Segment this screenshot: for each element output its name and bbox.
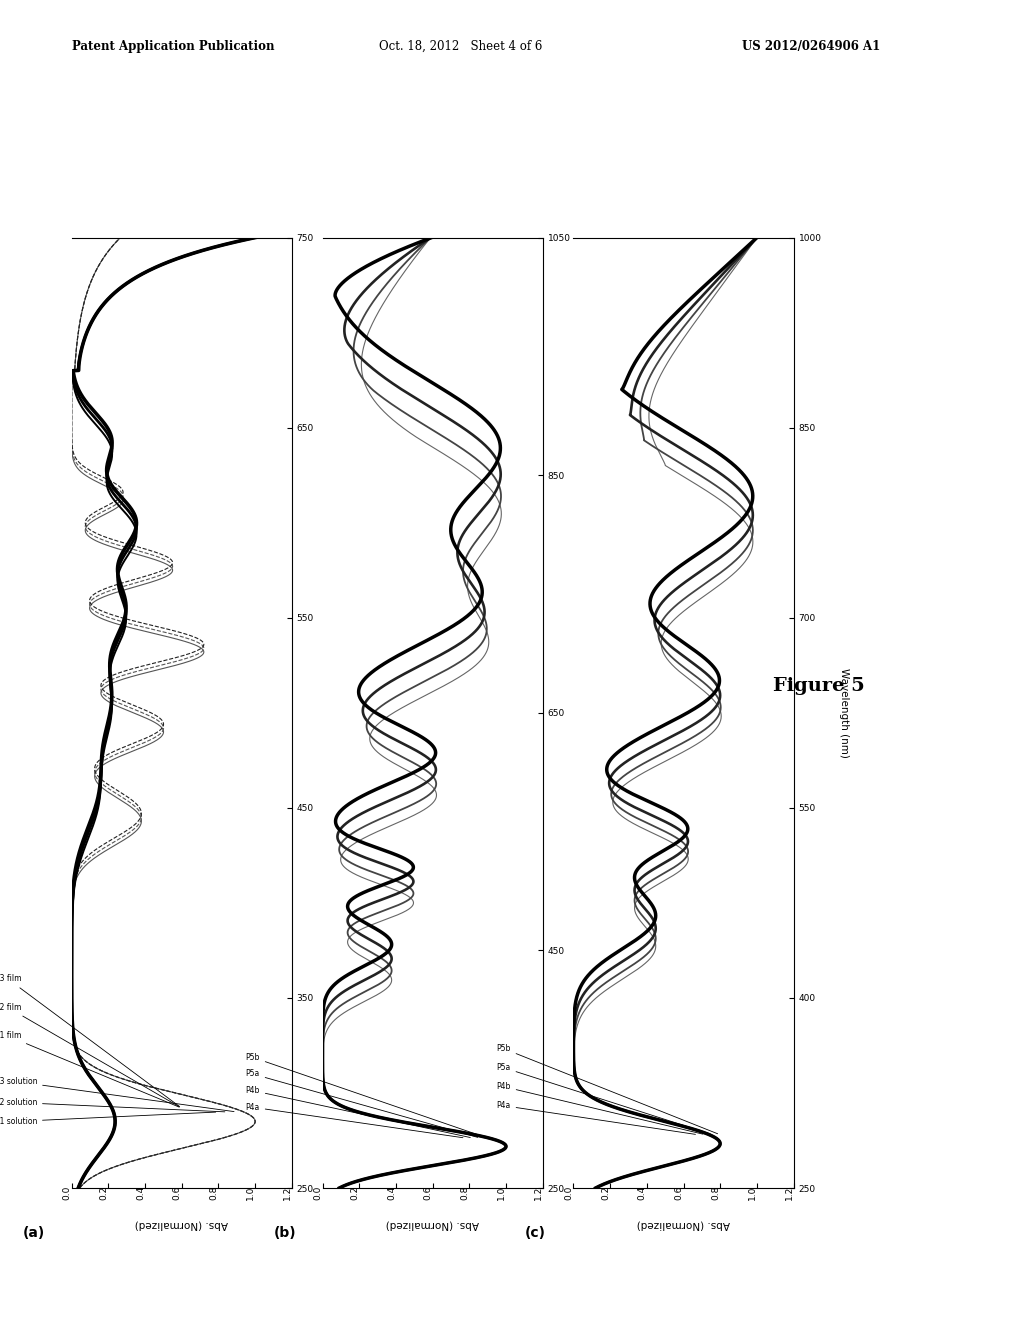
Text: P5a: P5a (497, 1063, 711, 1134)
Text: P5b: P5b (497, 1044, 718, 1134)
Text: (b): (b) (274, 1226, 297, 1239)
Text: P2 film: P2 film (0, 1003, 179, 1106)
Text: Figure 5: Figure 5 (773, 677, 865, 696)
Y-axis label: Wavelength (nm): Wavelength (nm) (332, 668, 342, 758)
Text: P3 film: P3 film (0, 974, 179, 1106)
Text: P5b: P5b (246, 1053, 485, 1138)
Text: P4b: P4b (497, 1082, 702, 1134)
Text: US 2012/0264906 A1: US 2012/0264906 A1 (742, 40, 881, 53)
Text: Patent Application Publication: Patent Application Publication (72, 40, 274, 53)
Text: Oct. 18, 2012   Sheet 4 of 6: Oct. 18, 2012 Sheet 4 of 6 (379, 40, 543, 53)
Text: P1 film: P1 film (0, 1031, 179, 1107)
Text: P5a: P5a (246, 1069, 477, 1138)
X-axis label: Abs. (Normalized): Abs. (Normalized) (637, 1220, 730, 1229)
Y-axis label: Wavelength (nm): Wavelength (nm) (589, 668, 598, 758)
Text: P2 solution: P2 solution (0, 1098, 225, 1111)
Text: P1 solution: P1 solution (0, 1111, 216, 1126)
Y-axis label: Wavelength (nm): Wavelength (nm) (840, 668, 849, 758)
Text: P4b: P4b (246, 1086, 470, 1138)
Text: (a): (a) (24, 1226, 45, 1239)
X-axis label: Abs. (Normalized): Abs. (Normalized) (386, 1220, 479, 1229)
X-axis label: Abs. (Normalized): Abs. (Normalized) (135, 1220, 228, 1229)
Text: (c): (c) (525, 1226, 546, 1239)
Text: P4a: P4a (497, 1101, 695, 1134)
Text: P4a: P4a (246, 1102, 463, 1138)
Text: P3 solution: P3 solution (0, 1077, 234, 1111)
